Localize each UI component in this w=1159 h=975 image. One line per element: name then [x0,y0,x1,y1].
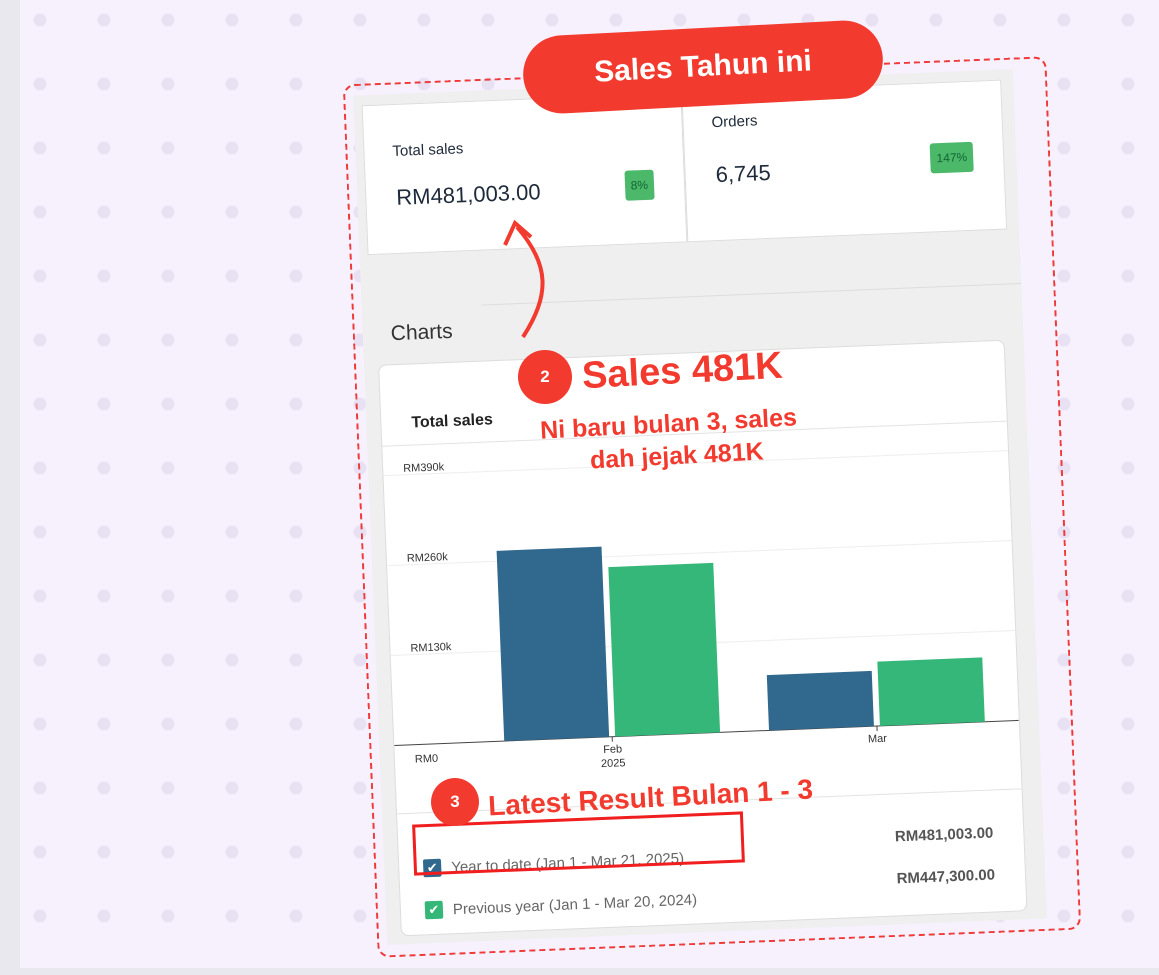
stat-label: Total sales [392,140,464,161]
total-sales-chart-card: Total sales RM0 RM130k RM260k RM390k Feb 2025… [378,339,1028,937]
gridline [387,540,1012,567]
dashboard-panel: Total sales RM481,003.00 8% Orders 6,745… [353,69,1047,945]
y-tick-label: RM0 [415,753,439,766]
arrow-icon [503,219,545,339]
bar [496,546,610,742]
legend-total: RM481,003.00 [894,824,994,846]
gridline [383,450,1009,477]
stat-value: 6,745 [715,159,772,188]
step-2-badge: 2 [518,350,572,404]
bar [608,562,721,737]
stat-label: Orders [711,112,758,132]
legend-item-previous-year[interactable]: ✔ Previous year (Jan 1 - Mar 20, 2024) [424,890,698,920]
x-tick-label: 2025 [601,757,626,770]
checkbox-checked-icon[interactable]: ✔ [424,900,444,920]
x-tick-label: Feb [603,743,622,756]
change-badge: 8% [624,169,655,201]
chart-title: Total sales [411,411,494,432]
change-badge: 147% [929,141,974,174]
bar [877,657,985,726]
step-3-badge: 3 [431,778,479,826]
legend-total: RM447,300.00 [896,866,996,888]
y-tick-label: RM130k [410,641,452,655]
stat-value: RM481,003.00 [395,179,542,210]
y-tick-label: RM260k [407,551,449,565]
charts-heading: Charts [390,319,454,346]
y-tick-label: RM390k [403,461,445,475]
x-tick-label: Mar [868,733,888,746]
legend-label: Previous year (Jan 1 - Mar 20, 2024) [452,890,698,918]
bar [766,670,874,731]
